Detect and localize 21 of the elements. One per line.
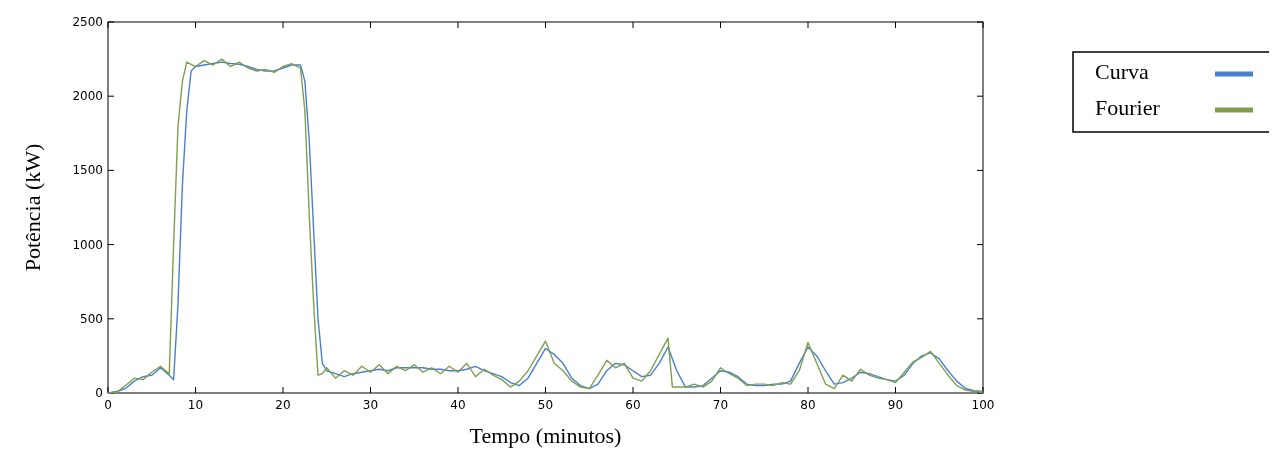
x-tick-label: 80: [800, 398, 816, 412]
y-axis-title: Potência (kW): [20, 143, 45, 272]
x-tick-label: 20: [275, 398, 291, 412]
x-axis-title: Tempo (minutos): [469, 423, 622, 448]
y-tick-label: 1000: [72, 237, 103, 252]
text: Curva: [1095, 59, 1149, 84]
y-tick-label: 0: [95, 386, 103, 400]
text: Fourier: [1095, 95, 1161, 120]
x-tick-label: 90: [887, 398, 904, 412]
x-tick-label: 60: [625, 398, 641, 412]
y-tick-label: 2000: [72, 89, 103, 104]
x-tick-label: 70: [712, 398, 729, 412]
x-tick-label: 0: [104, 398, 112, 412]
y-tick-label: 500: [80, 311, 103, 326]
x-tick-label: 100: [971, 398, 995, 412]
y-tick-label: 2500: [72, 15, 103, 29]
y-tick-label: 1500: [72, 163, 103, 178]
x-tick-label: 10: [187, 398, 204, 412]
x-tick-label: 30: [362, 398, 379, 412]
x-tick-label: 50: [537, 398, 554, 412]
x-tick-label: 40: [450, 398, 466, 412]
